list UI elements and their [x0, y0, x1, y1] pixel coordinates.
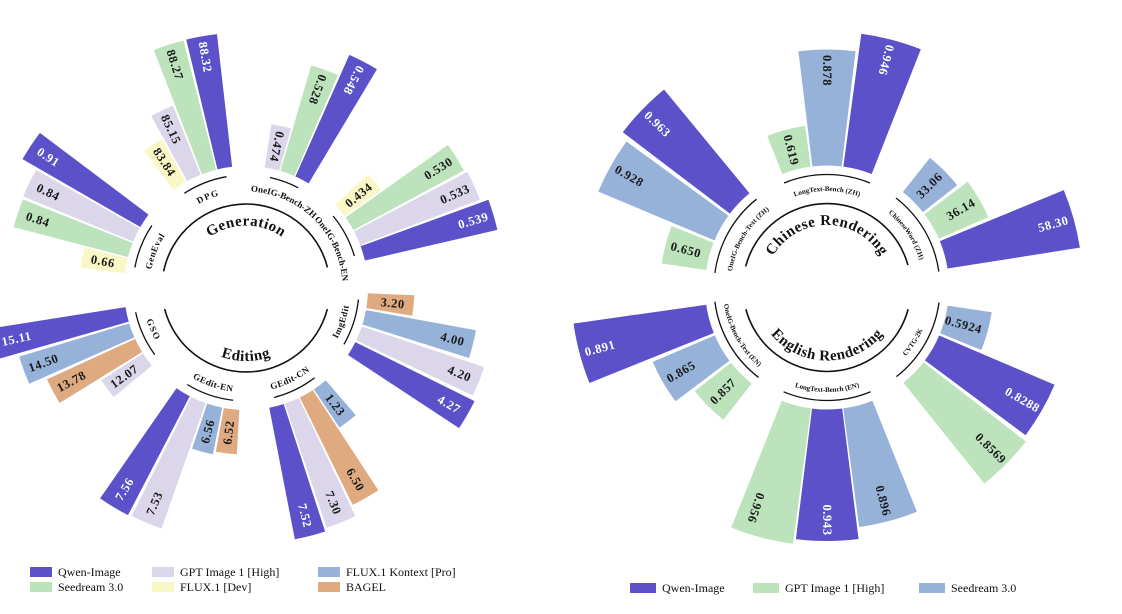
- svg-text:FLUX.1 [Dev]: FLUX.1 [Dev]: [180, 580, 251, 594]
- svg-text:6.56: 6.56: [198, 418, 218, 445]
- svg-text:0.878: 0.878: [820, 55, 834, 86]
- svg-text:FLUX.1 Kontext [Pro]: FLUX.1 Kontext [Pro]: [346, 565, 456, 579]
- svg-text:Qwen-Image: Qwen-Image: [662, 581, 725, 595]
- svg-text:Seedream 3.0: Seedream 3.0: [951, 581, 1016, 595]
- svg-text:Qwen-Image: Qwen-Image: [58, 565, 121, 579]
- svg-text:GPT Image 1 [High]: GPT Image 1 [High]: [180, 565, 279, 579]
- svg-text:0.943: 0.943: [820, 504, 834, 535]
- svg-text:0.66: 0.66: [90, 252, 116, 270]
- svg-text:Seedream 3.0: Seedream 3.0: [58, 580, 123, 594]
- svg-text:15.11: 15.11: [0, 329, 33, 349]
- svg-text:7.52: 7.52: [295, 502, 315, 529]
- svg-text:0.474: 0.474: [267, 130, 287, 164]
- svg-text:4.00: 4.00: [439, 329, 466, 348]
- svg-text:3.20: 3.20: [380, 295, 406, 311]
- svg-text:88.32: 88.32: [196, 41, 215, 74]
- svg-text:BAGEL: BAGEL: [346, 580, 386, 594]
- svg-text:6.52: 6.52: [220, 420, 237, 446]
- svg-text:Editing: Editing: [220, 345, 272, 365]
- svg-text:GPT Image 1 [High]: GPT Image 1 [High]: [785, 581, 884, 595]
